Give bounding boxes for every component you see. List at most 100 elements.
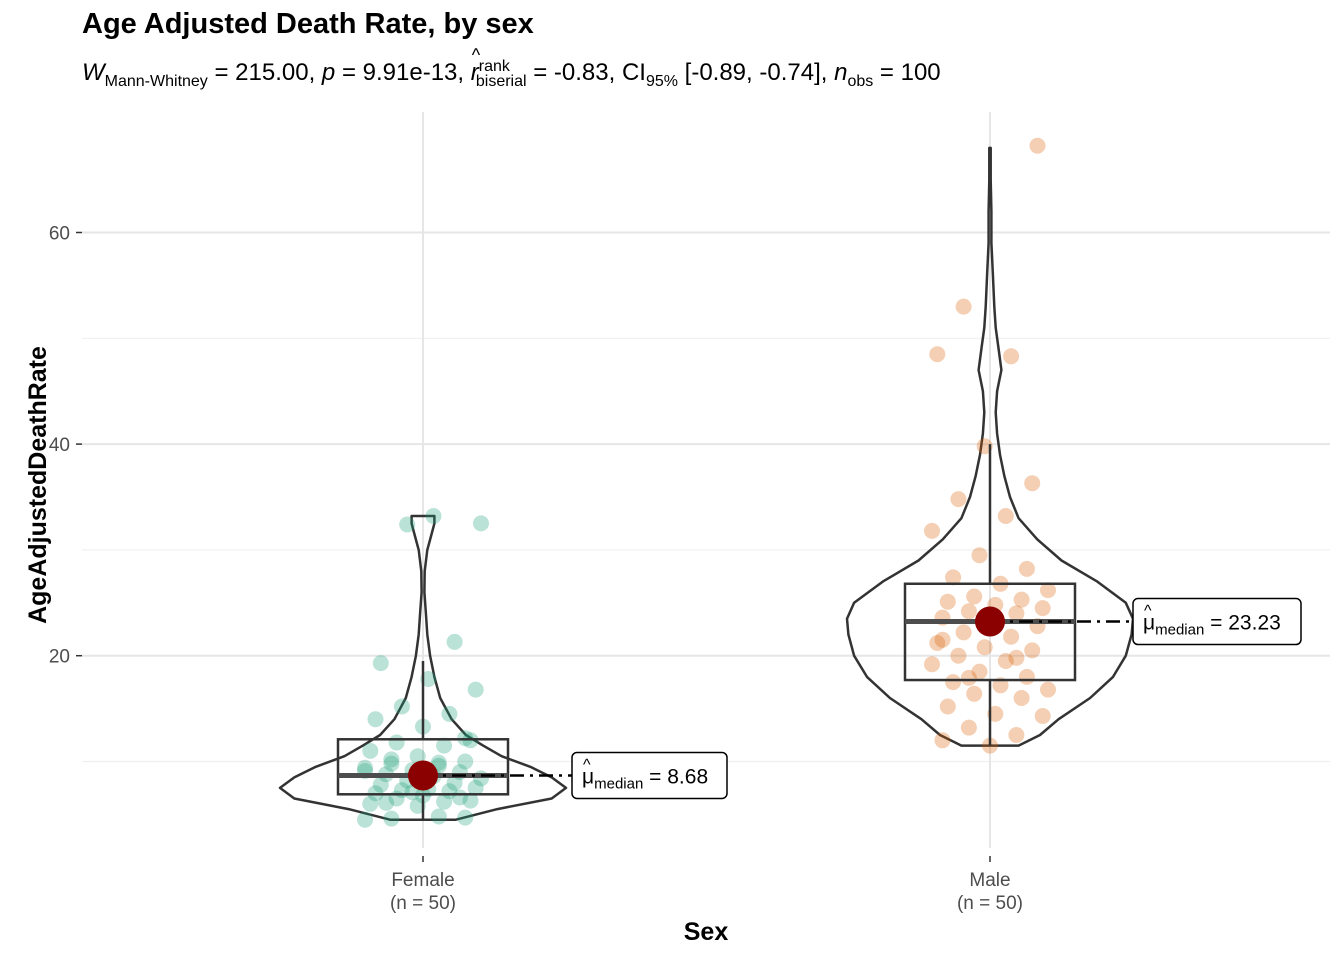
data-point: [987, 705, 1004, 722]
data-point: [1013, 690, 1030, 706]
r-symbol: r: [470, 59, 479, 86]
data-point: [383, 751, 400, 768]
n-value: = 100: [879, 59, 941, 86]
data-point: [992, 677, 1009, 694]
data-point: [446, 774, 463, 791]
data-point: [929, 635, 946, 651]
median-mu: μ: [1143, 612, 1155, 635]
y-tick-label: 20: [49, 647, 70, 668]
data-point: [393, 698, 410, 715]
data-point: [473, 515, 489, 532]
data-point: [362, 795, 379, 812]
p-value: = 9.91e-13,: [341, 59, 465, 86]
x-axis-label: Sex: [684, 918, 729, 946]
data-point: [924, 656, 940, 673]
data-point: [388, 734, 405, 751]
data-point: [383, 755, 400, 772]
n-subscript: obs: [847, 72, 874, 90]
y-tick-label: 60: [49, 224, 70, 245]
data-point: [1008, 727, 1025, 743]
data-point: [1008, 605, 1025, 622]
median-label: μmedian = 23.23: [1143, 612, 1281, 639]
box: [336, 738, 510, 796]
data-point: [372, 655, 389, 672]
median-mu: μ: [582, 765, 594, 788]
data-point: [960, 719, 977, 736]
n-symbol: n: [834, 59, 848, 86]
data-point: [430, 808, 447, 825]
data-point: [1018, 560, 1035, 577]
ci-value: [-0.89, -0.74],: [684, 59, 828, 86]
data-point: [1040, 681, 1056, 698]
violin-female: [278, 514, 568, 821]
x-tick-sublabel: (n = 50): [957, 893, 1023, 914]
data-point: [1034, 708, 1051, 724]
data-point: [436, 737, 453, 754]
x-axis: Female(n = 50)Male(n = 50): [390, 856, 1023, 914]
data-point: [420, 671, 437, 687]
w-symbol: W: [82, 59, 105, 86]
data-point: [425, 508, 442, 524]
r-hat: r ^: [470, 45, 481, 86]
chart-title: Age Adjusted Death Rate, by sex: [82, 8, 534, 40]
data-point: [1024, 642, 1041, 659]
data-point: [960, 603, 977, 620]
data-point: [473, 770, 489, 787]
w-subscript: Mann-Whitney: [104, 72, 208, 90]
y-axis: 20 40 60: [49, 224, 82, 668]
median-label-box: [1132, 597, 1302, 646]
data-point: [971, 547, 988, 564]
data-point: [446, 633, 463, 650]
data-point: [1040, 582, 1056, 599]
median-hat: ^: [1144, 603, 1152, 620]
data-point: [467, 681, 484, 698]
data-point: [362, 742, 379, 759]
data-point: [1018, 668, 1035, 685]
data-point: [966, 588, 983, 605]
median-point: [408, 760, 438, 791]
data-point: [950, 491, 967, 508]
data-point: [378, 794, 395, 811]
data-point: [409, 748, 426, 765]
data-point: [966, 685, 983, 702]
data-point: [955, 624, 972, 641]
data-point: [1029, 137, 1046, 154]
data-point: [383, 810, 400, 827]
data-point: [945, 674, 962, 691]
data-point: [409, 797, 426, 814]
ci-symbol: CI: [621, 59, 646, 86]
data-point: [1034, 600, 1051, 617]
data-point: [1003, 628, 1020, 645]
data-point: [934, 732, 951, 749]
data-point: [939, 593, 956, 610]
box: [903, 582, 1077, 682]
median-value: = 8.68: [643, 765, 708, 788]
chart-subtitle: WMann-Whitney = 215.00, p = 9.91e-13, r ^…: [82, 45, 941, 91]
data-point: [467, 779, 484, 796]
data-point: [929, 346, 946, 363]
data-points: [357, 137, 1056, 828]
median-hat: ^: [583, 756, 591, 773]
median-point: [975, 606, 1005, 637]
data-point: [960, 669, 977, 686]
r-superscript: rank: [478, 58, 510, 75]
data-point: [367, 711, 384, 728]
x-tick-label: Male: [969, 870, 1010, 891]
data-point: [436, 793, 453, 810]
violin-male: [845, 146, 1135, 747]
data-point: [939, 698, 956, 715]
data-point: [971, 663, 988, 680]
data-point: [451, 789, 468, 806]
data-point: [357, 759, 373, 776]
median-markers: μmedian = 8.68^μmedian = 23.23^: [408, 597, 1302, 800]
data-point: [934, 631, 951, 648]
data-point: [945, 569, 962, 586]
data-point: [441, 705, 458, 722]
median-label: μmedian = 8.68: [582, 765, 708, 792]
r-subscript: biserial: [475, 72, 527, 90]
median-value: = 23.23: [1204, 612, 1280, 635]
data-point: [1003, 348, 1020, 365]
median-subscript: median: [1155, 622, 1204, 639]
y-tick-label: 40: [49, 435, 70, 456]
data-point: [997, 653, 1014, 669]
